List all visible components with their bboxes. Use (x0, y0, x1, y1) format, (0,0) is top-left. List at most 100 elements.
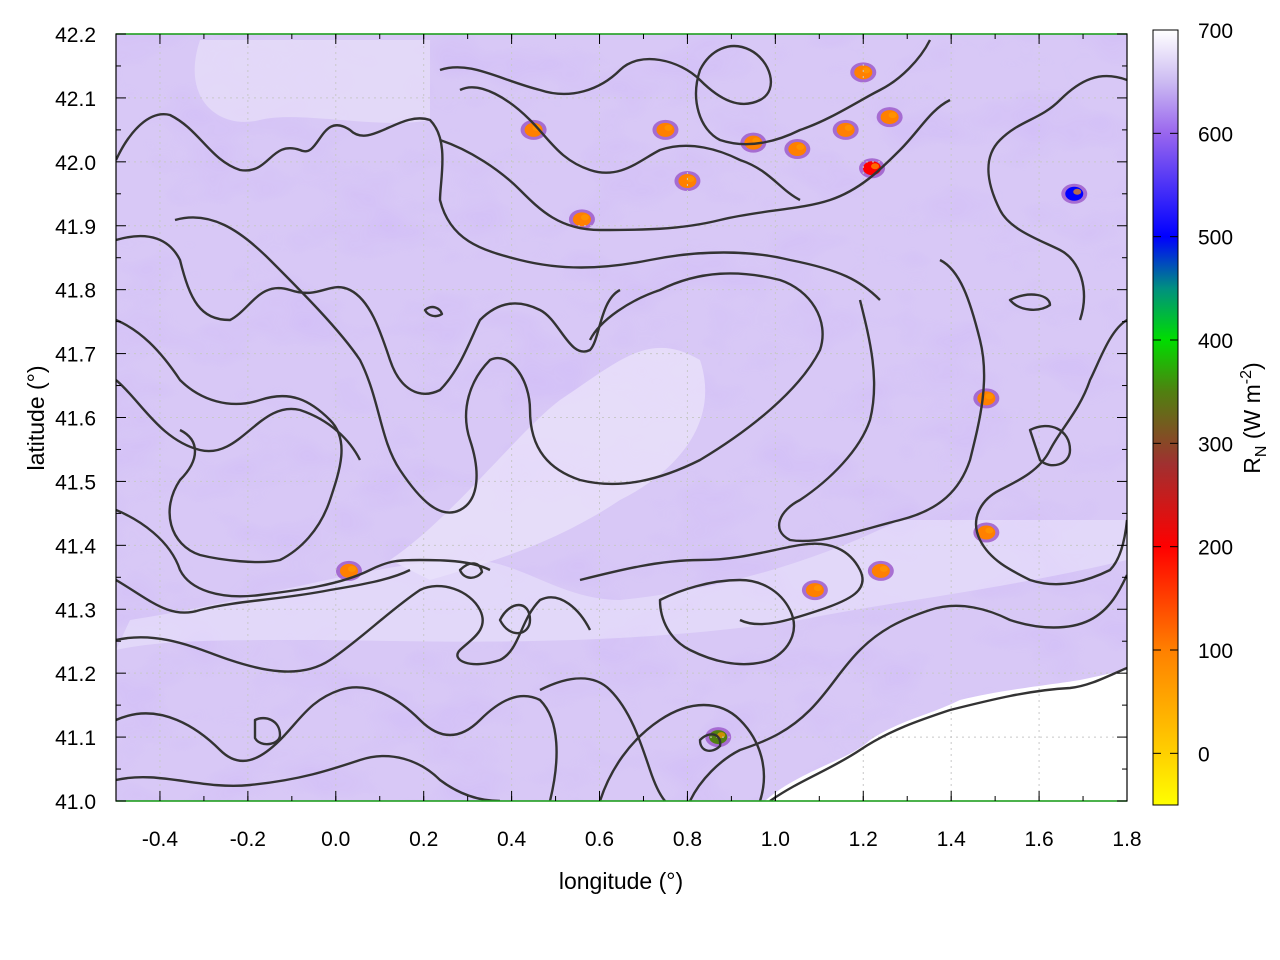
contour-line (1008, 293, 1052, 311)
contour-line (598, 703, 766, 801)
field-light-band-2 (116, 520, 1127, 650)
x-tick-label: 0.4 (497, 828, 527, 851)
x-tick-label: -0.4 (142, 828, 179, 851)
contour-line (423, 305, 444, 318)
contour-line (974, 318, 1127, 586)
hotspot (977, 391, 996, 406)
x-axis-label: longitude (°) (559, 868, 683, 894)
y-tick-label: 41.9 (55, 216, 96, 239)
x-tick-label: 0.0 (321, 828, 350, 851)
x-tick-label: 1.8 (1112, 828, 1141, 851)
y-axis-label: latitude (°) (23, 365, 49, 470)
colorbar-tick-label: 600 (1198, 123, 1233, 146)
x-tick-label: 0.2 (409, 828, 438, 851)
hotspot (788, 142, 807, 157)
colorbar-tick-label: 0 (1198, 743, 1210, 766)
hotspot (656, 122, 675, 137)
colorbar-label: RN (W m-2) (1238, 362, 1270, 473)
hotspot (805, 583, 824, 598)
contour-line (116, 508, 491, 598)
y-tick-label: 41.4 (55, 535, 96, 558)
contour-line (439, 98, 951, 232)
y-tick-label: 41.7 (55, 344, 96, 367)
hotspot-core (580, 214, 589, 221)
y-tick-label: 41.3 (55, 599, 96, 622)
y-tick-label: 41.1 (55, 727, 96, 750)
y-tick-label: 41.5 (55, 471, 96, 494)
contour-line (116, 379, 362, 461)
field-light-north (194, 40, 430, 123)
hotspot-core (888, 112, 897, 119)
y-tick-label: 42.0 (55, 152, 96, 175)
contour-line (116, 686, 558, 801)
hotspot-core (879, 565, 888, 572)
x-tick-label: -0.2 (230, 828, 266, 851)
colorbar-label-sub: N (1253, 446, 1270, 458)
contour-line (253, 716, 282, 746)
contour-line (174, 216, 824, 514)
contour-lines (116, 39, 1127, 801)
contour-line (116, 568, 411, 614)
x-tick-label: 1.6 (1024, 828, 1053, 851)
hotspot (1065, 186, 1084, 201)
colorbar-tick-label: 500 (1198, 227, 1233, 250)
contour-line (579, 542, 864, 626)
colorbar-tick-label: 300 (1198, 433, 1233, 456)
x-tick-label: 0.8 (673, 828, 702, 851)
hotspot (871, 563, 890, 578)
contour-line (539, 677, 666, 801)
contour-line (498, 603, 532, 635)
field-sea-mask (765, 670, 1127, 801)
hotspot-core (862, 67, 871, 74)
colorbar-tick-label: 400 (1198, 330, 1233, 353)
colorbar-label-unit: (W m (1239, 384, 1265, 445)
hotspot-core (871, 163, 880, 170)
hotspot-core (664, 124, 673, 131)
contour-line (116, 754, 501, 801)
y-tick-label: 41.6 (55, 408, 96, 431)
contour-line (116, 318, 343, 564)
hotspot-core (686, 176, 695, 183)
hotspot (880, 110, 899, 125)
y-tick-labels: 41.0 41.1 41.2 41.3 41.4 41.5 41.6 41.7 41.8 41.9… (55, 24, 96, 814)
contour-line (769, 666, 1127, 801)
x-tick-label: 1.2 (849, 828, 878, 851)
contour-line (698, 733, 722, 752)
hotspot-core (347, 565, 356, 572)
colorbar-ticks: 700 600 500 400 300 200 100 0 (1153, 20, 1233, 766)
hotspot-core (985, 527, 994, 534)
hotspot-core (752, 137, 761, 144)
x-tick-label: 1.0 (761, 828, 790, 851)
hotspot (863, 161, 882, 176)
y-tick-label: 41.2 (55, 663, 96, 686)
hotspot-core (985, 393, 994, 400)
hotspot-core (813, 585, 822, 592)
colorbar-label-close: ) (1239, 362, 1265, 370)
colorbar-tick-label: 200 (1198, 537, 1233, 560)
hotspot (836, 122, 855, 137)
contour-line (688, 574, 1127, 801)
y-tick-label: 41.8 (55, 280, 96, 303)
colorbar (1152, 29, 1179, 806)
y-tick-label: 42.2 (55, 24, 96, 47)
y-tick-label: 42.1 (55, 88, 96, 111)
colorbar-tick-label: 100 (1198, 640, 1233, 663)
contour-line (439, 39, 932, 146)
contour-line (987, 74, 1127, 321)
contour-line (116, 113, 881, 301)
contour-line (116, 584, 592, 673)
contour-line (116, 234, 621, 395)
y-tick-label: 41.0 (55, 791, 96, 814)
field-light-band (390, 347, 706, 580)
hotspot-core (844, 124, 853, 131)
colorbar-label-sup: -2 (1238, 370, 1255, 384)
grid-lines (116, 34, 1127, 801)
colorbar-tick-label: 700 (1198, 20, 1233, 43)
x-tick-labels: -0.4 -0.2 0.0 0.2 0.4 0.6 0.8 1.0 1.2 1.4 1.6 1.8 (142, 828, 1142, 851)
hotspot (572, 212, 591, 227)
contour-line (1028, 424, 1072, 467)
colorbar-label-main: R (1239, 457, 1265, 474)
axis-ticks (115, 33, 1128, 802)
contour-line (458, 562, 484, 579)
